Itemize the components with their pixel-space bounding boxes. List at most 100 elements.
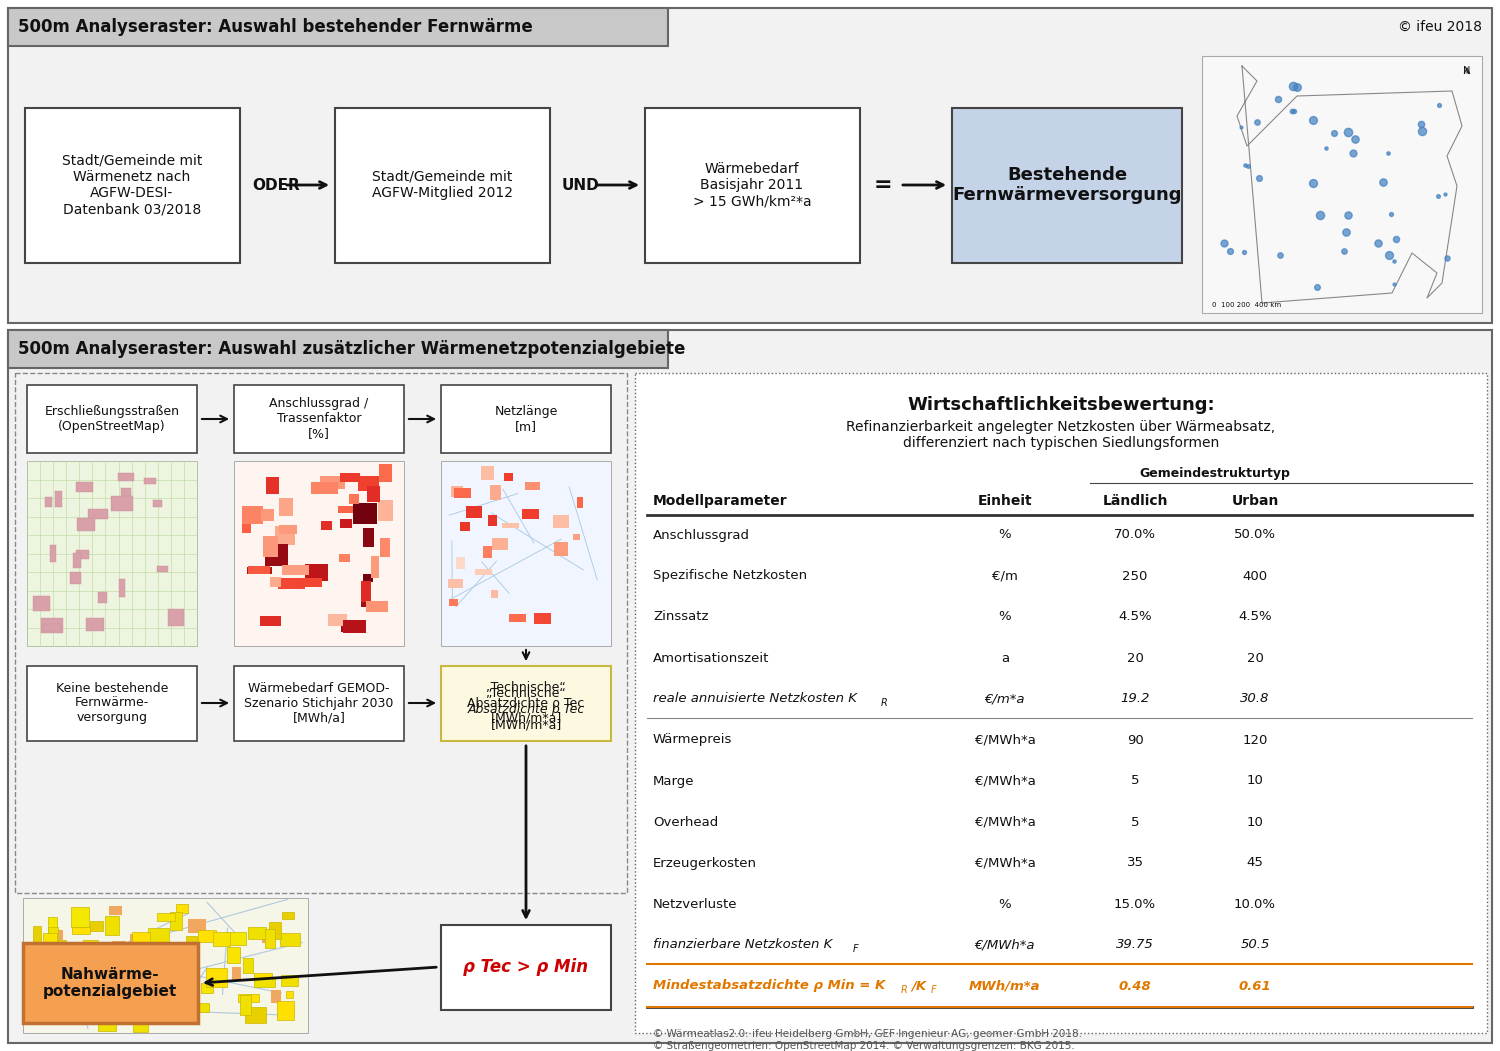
Text: R: R — [880, 698, 888, 708]
FancyBboxPatch shape — [552, 515, 570, 528]
Text: finanzierbare Netzkosten K: finanzierbare Netzkosten K — [652, 939, 833, 951]
FancyBboxPatch shape — [522, 510, 538, 518]
FancyBboxPatch shape — [441, 461, 610, 646]
FancyBboxPatch shape — [22, 943, 198, 1023]
FancyBboxPatch shape — [48, 916, 57, 935]
FancyBboxPatch shape — [490, 486, 501, 499]
FancyBboxPatch shape — [183, 1008, 198, 1023]
FancyBboxPatch shape — [50, 545, 55, 562]
Text: ODER: ODER — [252, 178, 300, 192]
Text: 500m Analyseraster: Auswahl bestehender Fernwärme: 500m Analyseraster: Auswahl bestehender … — [18, 18, 532, 36]
Text: Stadt/Gemeinde mit
Wärmenetz nach
AGFW-DESI-
Datenbank 03/2018: Stadt/Gemeinde mit Wärmenetz nach AGFW-D… — [62, 153, 202, 217]
FancyBboxPatch shape — [69, 572, 81, 583]
FancyBboxPatch shape — [304, 564, 328, 580]
FancyBboxPatch shape — [98, 592, 108, 603]
FancyBboxPatch shape — [158, 913, 174, 921]
Text: Spezifische Netzkosten: Spezifische Netzkosten — [652, 570, 807, 582]
Text: Zinssatz: Zinssatz — [652, 611, 708, 623]
FancyBboxPatch shape — [340, 519, 352, 528]
FancyBboxPatch shape — [27, 461, 196, 646]
FancyBboxPatch shape — [111, 496, 134, 511]
FancyBboxPatch shape — [270, 923, 280, 940]
FancyBboxPatch shape — [554, 542, 568, 556]
FancyBboxPatch shape — [38, 973, 52, 987]
Text: Modellparameter: Modellparameter — [652, 494, 788, 508]
FancyBboxPatch shape — [370, 556, 380, 578]
Text: Mindestabsatzdichte ρ Min = K: Mindestabsatzdichte ρ Min = K — [652, 980, 885, 992]
FancyBboxPatch shape — [266, 544, 288, 566]
FancyBboxPatch shape — [46, 1000, 58, 1014]
FancyBboxPatch shape — [261, 510, 273, 521]
Text: ρ Tec > ρ Min: ρ Tec > ρ Min — [464, 959, 588, 976]
FancyBboxPatch shape — [238, 993, 260, 1002]
FancyBboxPatch shape — [8, 8, 668, 46]
FancyBboxPatch shape — [380, 463, 393, 481]
FancyBboxPatch shape — [260, 616, 280, 626]
FancyBboxPatch shape — [195, 1003, 210, 1012]
FancyBboxPatch shape — [54, 491, 62, 508]
Text: Erschließungsstraßen
(OpenStreetMap): Erschließungsstraßen (OpenStreetMap) — [45, 405, 180, 433]
FancyBboxPatch shape — [561, 543, 567, 549]
Text: 10: 10 — [1246, 775, 1263, 787]
FancyBboxPatch shape — [573, 534, 580, 539]
Text: Absatzdichte ρ Tec: Absatzdichte ρ Tec — [468, 703, 585, 717]
FancyBboxPatch shape — [27, 666, 196, 741]
Text: 30.8: 30.8 — [1240, 693, 1269, 705]
Text: 500m Analyseraster: Auswahl zusätzlicher Wärmenetzpotenzialgebiete: 500m Analyseraster: Auswahl zusätzlicher… — [18, 341, 686, 358]
FancyBboxPatch shape — [282, 564, 309, 575]
FancyBboxPatch shape — [158, 565, 168, 572]
FancyBboxPatch shape — [448, 579, 464, 588]
FancyBboxPatch shape — [339, 506, 352, 513]
Text: €/MWh*a: €/MWh*a — [975, 775, 1035, 787]
FancyBboxPatch shape — [525, 482, 540, 490]
FancyBboxPatch shape — [328, 614, 346, 626]
Text: Wärmebedarf
Basisjahr 2011
> 15 GWh/km²*a: Wärmebedarf Basisjahr 2011 > 15 GWh/km²*… — [693, 162, 812, 208]
FancyBboxPatch shape — [460, 522, 470, 532]
FancyBboxPatch shape — [240, 995, 250, 1014]
FancyBboxPatch shape — [339, 554, 350, 562]
Text: Stadt/Gemeinde mit
AGFW-Mitglied 2012: Stadt/Gemeinde mit AGFW-Mitglied 2012 — [372, 170, 513, 200]
Text: 15.0%: 15.0% — [1114, 898, 1156, 910]
FancyBboxPatch shape — [504, 473, 513, 480]
FancyBboxPatch shape — [42, 992, 58, 1004]
Text: 20: 20 — [1246, 652, 1263, 664]
Text: 10: 10 — [1246, 816, 1263, 828]
Text: 250: 250 — [1122, 570, 1148, 582]
FancyBboxPatch shape — [274, 527, 296, 544]
Text: F: F — [932, 985, 936, 995]
FancyBboxPatch shape — [509, 615, 526, 622]
FancyBboxPatch shape — [340, 622, 354, 633]
FancyBboxPatch shape — [476, 570, 492, 575]
Text: Keine bestehende
Fernwärme-
versorgung: Keine bestehende Fernwärme- versorgung — [56, 681, 168, 724]
FancyBboxPatch shape — [246, 568, 272, 575]
Text: Anschlussgrad /
Trassenfaktor
[%]: Anschlussgrad / Trassenfaktor [%] — [270, 397, 369, 440]
FancyBboxPatch shape — [188, 919, 206, 933]
FancyBboxPatch shape — [178, 993, 188, 1007]
FancyBboxPatch shape — [279, 497, 292, 516]
FancyBboxPatch shape — [282, 975, 298, 987]
FancyBboxPatch shape — [254, 973, 272, 982]
FancyBboxPatch shape — [8, 8, 1492, 323]
FancyBboxPatch shape — [58, 974, 74, 983]
Text: 20: 20 — [1126, 652, 1143, 664]
Text: reale annuisierte Netzkosten K: reale annuisierte Netzkosten K — [652, 693, 856, 705]
FancyBboxPatch shape — [60, 970, 76, 981]
Text: „Technische“
Absatzdichte ρ Tec
[MWh/m*a]: „Technische“ Absatzdichte ρ Tec [MWh/m*a… — [468, 681, 585, 724]
Text: Wärmebedarf GEMOD-
Szenario Stichjahr 2030
[MWh/a]: Wärmebedarf GEMOD- Szenario Stichjahr 20… — [244, 681, 393, 724]
FancyBboxPatch shape — [450, 599, 458, 605]
FancyBboxPatch shape — [266, 477, 279, 494]
Text: Gemeindestrukturtyp: Gemeindestrukturtyp — [1140, 467, 1290, 479]
FancyBboxPatch shape — [170, 912, 182, 930]
FancyBboxPatch shape — [27, 385, 196, 453]
FancyBboxPatch shape — [33, 597, 50, 611]
FancyBboxPatch shape — [154, 988, 170, 998]
Text: 5: 5 — [1131, 816, 1140, 828]
FancyBboxPatch shape — [168, 610, 184, 626]
FancyBboxPatch shape — [148, 928, 168, 943]
FancyBboxPatch shape — [76, 481, 93, 492]
Text: a: a — [1000, 652, 1010, 664]
FancyBboxPatch shape — [176, 905, 188, 913]
FancyBboxPatch shape — [90, 922, 102, 931]
Text: 50.0%: 50.0% — [1234, 529, 1276, 541]
FancyBboxPatch shape — [44, 933, 57, 945]
